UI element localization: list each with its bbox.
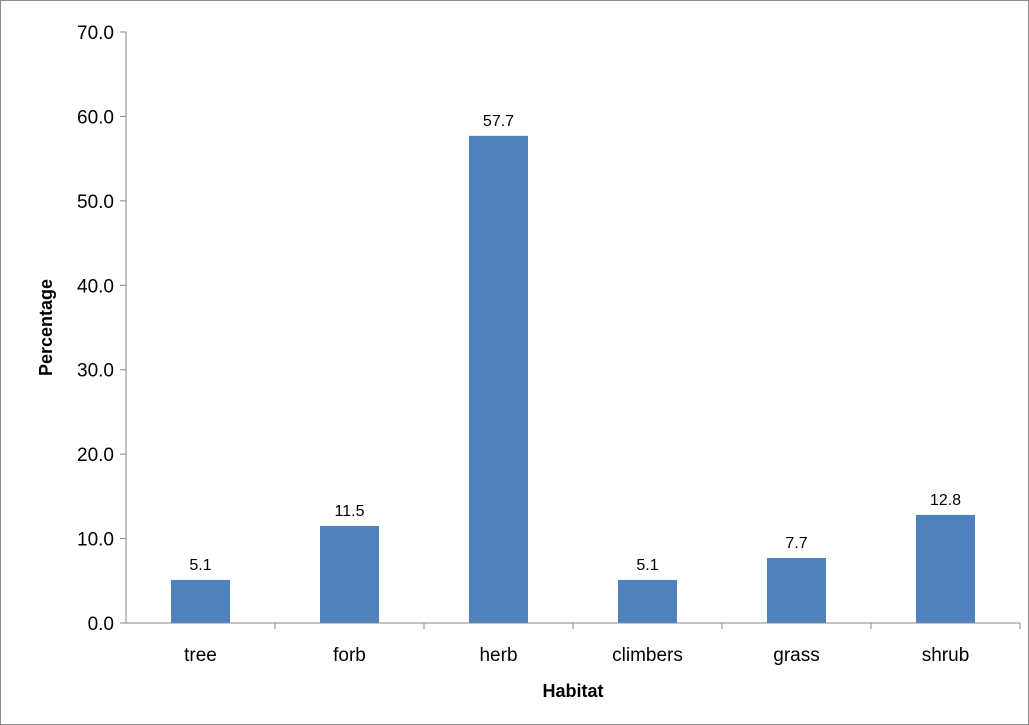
bar-shrub	[916, 514, 975, 623]
data-label-herb: 57.7	[483, 113, 514, 130]
bar-herb	[469, 135, 528, 623]
data-label-forb: 11.5	[335, 503, 365, 520]
data-label-tree: 5.1	[189, 557, 211, 574]
category-label-shrub: shrub	[922, 645, 970, 666]
y-tick-label: 20.0	[77, 445, 114, 466]
data-label-climbers: 5.1	[636, 557, 658, 574]
y-tick-label: 50.0	[77, 192, 114, 213]
bars	[171, 135, 975, 623]
category-label-forb: forb	[333, 645, 366, 666]
y-axis-ticks: 0.0 10.0 20.0 30.0 40.0 50.0 60.0 70.0	[77, 23, 1021, 635]
bar-grass	[767, 557, 826, 623]
category-label-climbers: climbers	[612, 645, 683, 666]
data-label-grass: 7.7	[785, 535, 807, 552]
y-tick-label: 60.0	[77, 107, 114, 128]
x-axis-title: Habitat	[542, 681, 603, 701]
y-axis-title: Percentage	[36, 279, 56, 376]
x-axis-tick-labels: tree forb herb climbers grass shrub	[184, 645, 969, 666]
y-tick-label: 70.0	[77, 23, 114, 44]
category-label-herb: herb	[479, 645, 517, 666]
y-tick-label: 10.0	[77, 530, 114, 551]
bar-tree	[171, 579, 230, 623]
y-tick-label: 30.0	[77, 361, 114, 382]
bar-forb	[320, 525, 379, 623]
y-tick-label: 0.0	[88, 614, 114, 635]
bar-climbers	[618, 579, 677, 623]
category-label-tree: tree	[184, 645, 217, 666]
data-labels: 5.1 11.5 57.7 5.1 7.7 12.8	[189, 113, 961, 574]
data-label-shrub: 12.8	[930, 492, 961, 509]
category-label-grass: grass	[773, 645, 819, 666]
y-tick-label: 40.0	[77, 276, 114, 297]
